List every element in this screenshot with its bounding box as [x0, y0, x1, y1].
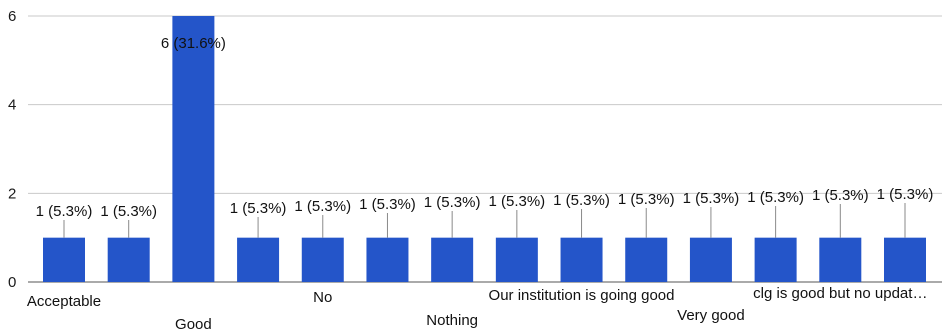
category-label: No — [313, 289, 332, 306]
bar — [754, 237, 797, 282]
data-label: 1 (5.3%) — [812, 187, 869, 204]
data-label: 6 (31.6%) — [161, 35, 226, 52]
y-tick-label: 2 — [8, 185, 16, 202]
data-label: 1 (5.3%) — [488, 193, 545, 210]
y-axis-ticks: 0 2 4 6 — [8, 8, 16, 291]
bar — [43, 237, 85, 282]
y-tick-label: 6 — [8, 8, 16, 25]
bar — [301, 237, 344, 282]
bars — [43, 16, 926, 282]
bar — [431, 237, 474, 282]
data-label: 1 (5.3%) — [877, 186, 934, 203]
y-tick-label: 4 — [8, 97, 16, 114]
bar — [366, 237, 409, 282]
data-label: 1 (5.3%) — [100, 203, 157, 220]
bar — [172, 16, 215, 282]
category-labels: Acceptable Good No Nothing Our institution i… — [27, 285, 928, 333]
data-label: 1 (5.3%) — [294, 198, 351, 215]
bar — [495, 237, 538, 282]
data-label: 1 (5.3%) — [359, 196, 416, 213]
data-label: 1 (5.3%) — [424, 194, 481, 211]
data-label: 1 (5.3%) — [36, 203, 93, 220]
data-label: 1 (5.3%) — [553, 192, 610, 209]
grid-lines — [28, 15, 942, 283]
bar — [625, 237, 668, 282]
data-label: 1 (5.3%) — [683, 190, 740, 207]
category-label: clg is good but no updat… — [753, 285, 927, 302]
category-label: Very good — [677, 307, 745, 324]
bar — [560, 237, 603, 282]
category-label: Our institution is going good — [489, 287, 675, 304]
bar — [819, 237, 862, 282]
category-label: Nothing — [426, 312, 478, 329]
bar — [107, 237, 150, 282]
data-label: 1 (5.3%) — [747, 189, 804, 206]
bar — [689, 237, 732, 282]
category-label: Good — [175, 316, 212, 333]
bar — [237, 237, 280, 282]
category-label: Acceptable — [27, 293, 101, 310]
bar — [884, 237, 926, 282]
data-label: 1 (5.3%) — [618, 191, 675, 208]
data-labels: 1 (5.3%) 1 (5.3%) 6 (31.6%) 1 (5.3%) 1 (5.3%… — [36, 35, 934, 220]
label-leaders — [63, 203, 906, 238]
data-label: 1 (5.3%) — [230, 200, 287, 217]
y-tick-label: 0 — [8, 274, 16, 291]
